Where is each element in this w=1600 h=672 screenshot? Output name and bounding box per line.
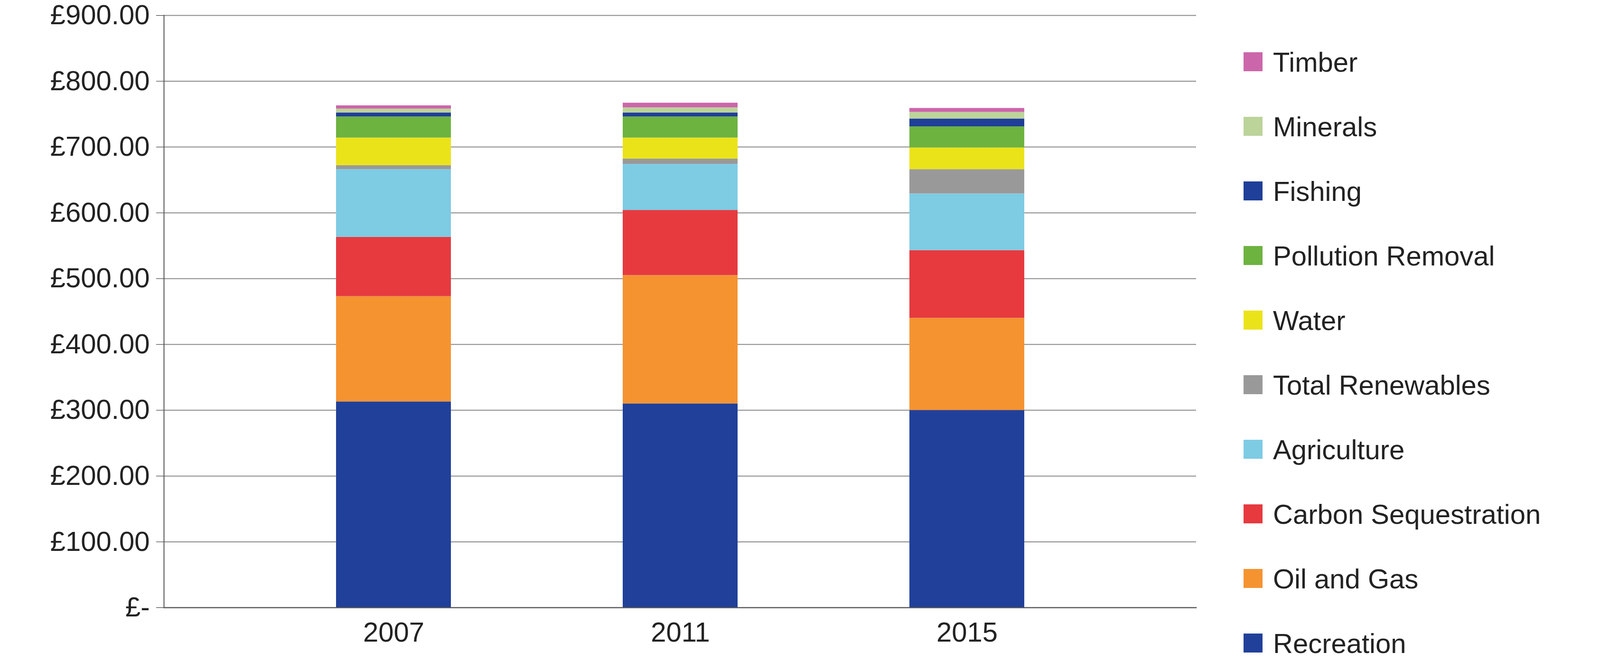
svg-text:£400.00: £400.00 bbox=[50, 327, 150, 359]
svg-text:£200.00: £200.00 bbox=[50, 459, 150, 491]
html-text:Oil and Gas: Oil and Gas bbox=[1272, 562, 1419, 594]
html-text:Minerals: Minerals bbox=[1272, 110, 1378, 142]
svg-text:£-: £- bbox=[125, 590, 150, 622]
html-text:Water: Water bbox=[1272, 304, 1346, 336]
html-text:Pollution Removal: Pollution Removal bbox=[1272, 239, 1495, 271]
svg-text:2007: 2007 bbox=[363, 616, 425, 647]
svg-text:£600.00: £600.00 bbox=[50, 196, 150, 228]
html-text:Total Renewables: Total Renewables bbox=[1272, 369, 1491, 400]
svg-text:2011: 2011 bbox=[650, 616, 711, 647]
svg-text:£900.00: £900.00 bbox=[50, 0, 150, 30]
svg-text:£800.00: £800.00 bbox=[50, 65, 150, 96]
html-text:Carbon Sequestration: Carbon Sequestration bbox=[1272, 498, 1541, 529]
svg-text:£300.00: £300.00 bbox=[50, 393, 150, 425]
svg-text:£700.00: £700.00 bbox=[50, 130, 150, 162]
svg-text:£500.00: £500.00 bbox=[50, 261, 150, 293]
svg-text:2015: 2015 bbox=[936, 616, 998, 647]
svg-text:£100.00: £100.00 bbox=[50, 525, 150, 557]
html-text:Timber: Timber bbox=[1272, 46, 1358, 78]
html-text:Agriculture: Agriculture bbox=[1272, 433, 1405, 465]
html-text:Recreation: Recreation bbox=[1272, 627, 1407, 659]
html-text:Fishing: Fishing bbox=[1272, 175, 1362, 207]
